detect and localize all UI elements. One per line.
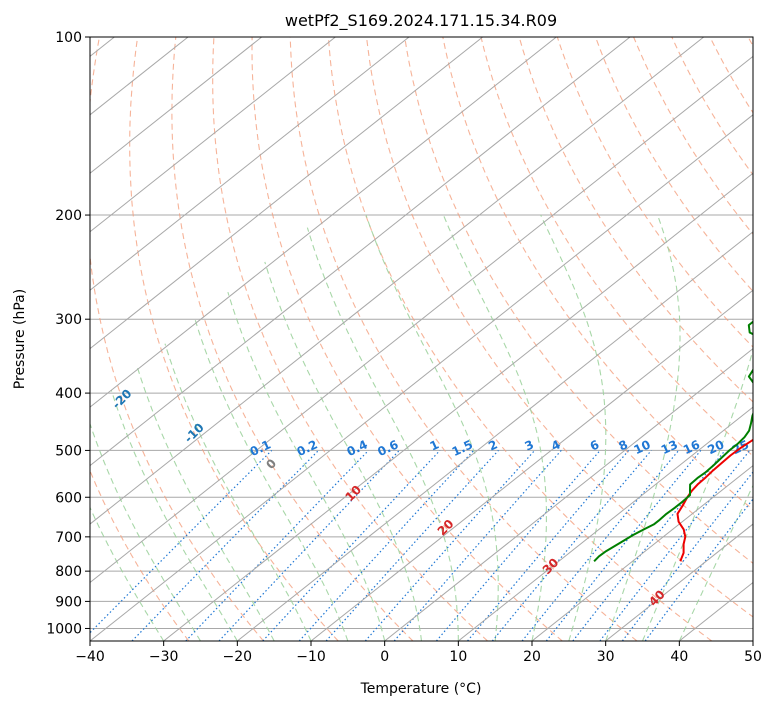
moist-adiabat-line — [540, 214, 607, 641]
mixing-ratio-line — [364, 449, 536, 641]
moist-adiabat-line — [306, 227, 459, 641]
mixing-ratio-lines — [90, 449, 753, 641]
mixing-ratio-label: 30 — [751, 437, 772, 457]
dry-adiabat-line — [327, 37, 713, 641]
y-tick-label: 1000 — [46, 621, 82, 637]
x-tick-label: −40 — [75, 649, 105, 665]
dry-adiabat-line — [251, 37, 563, 641]
isotherms — [90, 37, 753, 641]
x-tick-label: 10 — [449, 649, 467, 665]
mixing-ratio-line — [467, 450, 630, 641]
mixing-ratio-line — [545, 450, 702, 641]
temperature-profile-line — [676, 438, 753, 562]
mixing-ratio-line — [90, 449, 273, 634]
x-tick-label: 40 — [670, 649, 688, 665]
x-tick-label: 50 — [744, 649, 762, 665]
x-tick-label: −10 — [296, 649, 326, 665]
mixing-ratio-line — [131, 449, 319, 641]
isotherm-line — [90, 37, 336, 233]
moist-adiabat-line — [227, 291, 386, 641]
isotherm-line — [90, 37, 557, 408]
dry-adiabat-line — [90, 469, 190, 641]
y-axis-label: Pressure (hPa) — [12, 289, 28, 389]
isotherm-line — [90, 114, 753, 641]
moist-adiabat-line — [264, 261, 423, 641]
plot-area: -100-90-80-70-60-50-40-30-20-10010203040… — [90, 37, 772, 641]
isotherm-line — [384, 348, 753, 641]
x-tick-label: −30 — [149, 649, 179, 665]
moist-adiabat-line — [442, 214, 547, 641]
moist-adiabat-line — [194, 319, 349, 641]
x-tick-label: 0 — [380, 649, 389, 665]
y-tick-label: 100 — [55, 30, 82, 46]
y-tick-label: 900 — [55, 594, 82, 610]
mixing-ratio-line — [262, 449, 441, 641]
mixing-ratio-line — [185, 449, 369, 641]
mixing-ratio-label: 10 — [632, 437, 653, 457]
dry-adiabat-line — [556, 37, 753, 348]
x-tick-label: 20 — [523, 649, 541, 665]
isotherm-line — [531, 464, 753, 641]
x-tick-label: −20 — [223, 649, 253, 665]
isotherm-line — [605, 523, 753, 641]
isotherm-line — [163, 172, 753, 641]
x-tick-label: 30 — [597, 649, 615, 665]
y-tick-label: 700 — [55, 530, 82, 546]
x-axis-label: Temperature (°C) — [360, 681, 482, 697]
moist-adiabat-line — [365, 214, 499, 641]
isotherm-line — [90, 37, 410, 291]
dewpoint-profile-line — [593, 320, 753, 562]
moist-adiabat-line — [110, 389, 238, 641]
isotherm-line — [90, 37, 705, 525]
dry-adiabat-line — [480, 37, 753, 457]
moist-adiabat-line — [90, 422, 201, 641]
mixing-ratio-line — [521, 450, 680, 641]
y-tick-label: 600 — [55, 490, 82, 506]
mixing-ratio-line — [644, 498, 753, 641]
moist-adiabat-line — [641, 348, 753, 641]
dry-adiabat-line — [404, 37, 753, 564]
mixing-ratio-label: 13 — [659, 437, 680, 457]
isotherm-line — [237, 231, 753, 641]
dry-adiabat-line — [442, 37, 753, 511]
moist-adiabat-line — [678, 484, 753, 641]
mixing-ratio-line — [621, 471, 753, 641]
dry-adiabat-line — [365, 37, 753, 618]
mixing-ratio-label: 20 — [705, 437, 726, 457]
y-tick-label: 200 — [55, 208, 82, 224]
mixing-ratio-line — [218, 449, 400, 641]
isotherm-line — [90, 37, 263, 174]
isotherm-line — [458, 406, 753, 641]
sounding-profiles — [593, 320, 753, 562]
moist-adiabats — [90, 214, 753, 641]
y-axis: 100 200 300 400 500 600 700 800 900 1000 — [46, 30, 90, 637]
dry-adiabat-line — [518, 37, 753, 403]
dry-adiabat-line — [90, 37, 264, 641]
y-tick-label: 500 — [55, 443, 82, 459]
mixing-ratio-label: 16 — [681, 437, 702, 457]
y-tick-label: 300 — [55, 312, 82, 328]
mixing-ratio-line — [325, 449, 499, 641]
moist-adiabat-line — [164, 343, 312, 641]
y-tick-label: 400 — [55, 386, 82, 402]
mixing-ratio-line — [298, 449, 475, 641]
isotherm-line — [90, 55, 753, 584]
dry-adiabat-line — [289, 37, 638, 641]
chart-title: wetPf2_S169.2024.171.15.34.R09 — [285, 11, 557, 31]
moist-adiabat-line — [605, 214, 681, 641]
moist-adiabat-line — [136, 365, 275, 641]
dry-adiabat-line — [594, 37, 753, 293]
dry-adiabat-line — [212, 37, 488, 641]
plot-frame — [89, 36, 754, 642]
y-tick-label: 800 — [55, 564, 82, 580]
isotherm-line — [310, 289, 753, 641]
x-axis: −40 −30 −20 −10 0 10 20 30 40 50 — [75, 641, 762, 665]
isotherm-line — [90, 37, 631, 467]
isotherm-line — [90, 37, 484, 350]
